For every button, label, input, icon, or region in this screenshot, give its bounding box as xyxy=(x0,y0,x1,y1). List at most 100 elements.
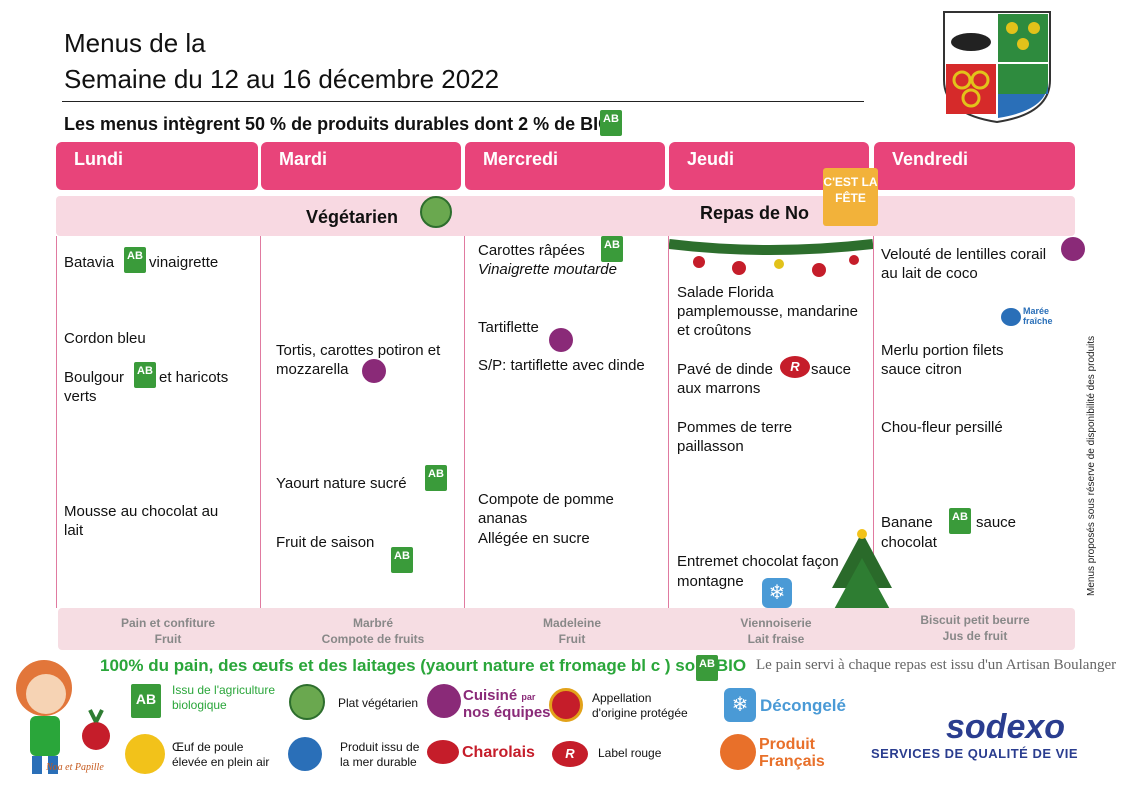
legend-line: Issu de l'agriculture xyxy=(172,683,276,697)
cuisine-icon xyxy=(549,328,573,352)
sodexo-logo: sodexo xyxy=(946,708,1066,746)
fete-badge: C'EST LA FÊTE xyxy=(823,168,878,226)
jeudi-item: pamplemousse, mandarine xyxy=(677,303,858,320)
lundi-item: verts xyxy=(64,388,97,405)
legend-oeuf: Œuf de poule élevée en plein air xyxy=(172,740,269,770)
day-header-vendredi: Vendredi xyxy=(874,142,1075,190)
cuisine-icon xyxy=(362,359,386,383)
lundi-item: Mousse au chocolat au xyxy=(64,503,219,520)
gouter-line: Compote de fruits xyxy=(321,632,425,646)
vegetarian-icon xyxy=(289,684,325,720)
legend-line: Cuisiné xyxy=(463,687,518,704)
day-header-mardi: Mardi xyxy=(261,142,461,190)
gouter-line: Fruit xyxy=(558,632,586,646)
gouter-line: Viennoiserie xyxy=(740,616,812,630)
jeudi-item: Entremet chocolat façon xyxy=(677,553,839,570)
jeudi-item: Pommes de terre xyxy=(677,419,793,436)
france-icon xyxy=(720,734,756,770)
maree-line-1: Marée xyxy=(1023,306,1050,316)
town-crest-icon xyxy=(943,11,1051,124)
ab-logo-icon: AB xyxy=(124,247,146,273)
day-header-lundi: Lundi xyxy=(56,142,258,190)
vendredi-item: sauce xyxy=(976,514,1017,531)
lundi-item: Batavia xyxy=(64,254,115,271)
gouter-jeudi: Viennoiserie Lait fraise xyxy=(686,615,866,647)
legend-line: Produit issu de xyxy=(340,740,420,754)
mercredi-item: ananas xyxy=(478,510,528,527)
gouter-lundi: Pain et confiture Fruit xyxy=(78,615,258,647)
label-rouge-icon: R xyxy=(552,741,588,767)
jeudi-item: aux marrons xyxy=(677,380,761,397)
mardi-item: Fruit de saison xyxy=(276,534,375,551)
ab-logo-icon: AB xyxy=(391,547,413,573)
vendredi-item: Merlu portion filets xyxy=(881,342,1004,359)
legend-line: nos équipes xyxy=(463,704,551,721)
theme-jeudi: Repas de No xyxy=(700,203,810,223)
mercredi-item: Vinaigrette moutarde xyxy=(478,261,617,278)
gouter-line: Pain et confiture xyxy=(120,616,215,630)
wave-icon xyxy=(288,737,322,771)
mercredi-item: Carottes râpées xyxy=(478,242,585,259)
legend-line: Français xyxy=(759,753,825,770)
title-line-2: Semaine du 12 au 16 décembre 2022 xyxy=(64,64,500,94)
bio-statement: 100% du pain, des œufs et des laitages (… xyxy=(100,656,747,675)
egg-icon xyxy=(125,734,165,774)
legend-bio: Issu de l'agriculture biologique xyxy=(172,683,275,713)
legend-veg: Plat végétarien xyxy=(338,696,419,710)
title-line-1: Menus de la xyxy=(64,28,206,58)
gouter-band xyxy=(58,608,1075,650)
legend-charolais: Charolais xyxy=(462,744,535,761)
gouter-mercredi: Madeleine Fruit xyxy=(482,615,662,647)
legend-line: par xyxy=(521,692,536,702)
ab-logo-icon: AB xyxy=(600,110,622,136)
legend-decongele: Décongelé xyxy=(760,696,846,715)
lundi-item: et haricots xyxy=(159,369,229,386)
legend-line: Œuf de poule xyxy=(172,740,244,754)
gouter-line: Jus de fruit xyxy=(942,629,1008,643)
jeudi-item: paillasson xyxy=(677,438,744,455)
day-header-mercredi: Mercredi xyxy=(465,142,665,190)
lundi-item: Boulgour xyxy=(64,369,125,386)
jeudi-item: et croûtons xyxy=(677,322,752,339)
title-divider xyxy=(62,101,864,102)
mardi-item: Tortis, carottes potiron et xyxy=(276,342,441,359)
mardi-item: Yaourt nature sucré xyxy=(276,475,407,492)
gouter-line: Lait fraise xyxy=(747,632,805,646)
lundi-item: vinaigrette xyxy=(149,254,219,271)
mercredi-item: S/P: tartiflette avec dinde xyxy=(478,357,645,374)
legend-cuisine: Cuisiné par nos équipes xyxy=(463,688,551,720)
subtitle: Les menus intègrent 50 % de produits dur… xyxy=(64,114,613,134)
vendredi-item: sauce citron xyxy=(881,361,962,378)
legend-line: Appellation xyxy=(592,691,652,705)
sodexo-tagline: SERVICES DE QUALITÉ DE VIE xyxy=(871,746,1079,761)
ab-logo-icon: AB xyxy=(425,465,447,491)
aop-icon xyxy=(549,688,583,722)
legend-aop: Appellation d'origine protégée xyxy=(592,691,688,721)
gouter-line: Madeleine xyxy=(542,616,602,630)
mardi-item: mozzarella xyxy=(276,361,349,378)
legend-line: élevée en plein air xyxy=(172,755,270,769)
gouter-mardi: Marbré Compote de fruits xyxy=(283,615,463,647)
legend-line: biologique xyxy=(172,698,227,712)
column-divider xyxy=(668,236,669,608)
vendredi-item: Velouté de lentilles corail xyxy=(881,246,1047,263)
vegetarian-icon xyxy=(420,196,452,228)
ab-logo-icon: AB xyxy=(131,684,161,718)
ab-logo-icon: AB xyxy=(949,508,971,534)
theme-mardi: Végétarien xyxy=(306,207,399,227)
maree-line-2: fraîche xyxy=(1023,316,1053,326)
legend-line: d'origine protégée xyxy=(592,706,688,720)
column-divider xyxy=(260,236,261,608)
mercredi-item: Compote de pomme xyxy=(478,491,614,508)
lundi-item: Cordon bleu xyxy=(64,330,146,347)
theme-band xyxy=(56,196,1075,236)
snowflake-icon: ❄ xyxy=(762,578,792,608)
bread-note: Le pain servi à chaque repas est issu d'… xyxy=(756,657,1117,673)
lundi-item: lait xyxy=(64,522,84,539)
column-divider xyxy=(873,236,874,608)
cuisine-icon xyxy=(427,684,461,718)
snowflake-icon: ❄ xyxy=(724,688,756,722)
legend-line: la mer durable xyxy=(340,755,417,769)
mercredi-item: Allégée en sucre xyxy=(478,530,590,547)
vendredi-item: Chou-fleur persillé xyxy=(881,419,1003,436)
